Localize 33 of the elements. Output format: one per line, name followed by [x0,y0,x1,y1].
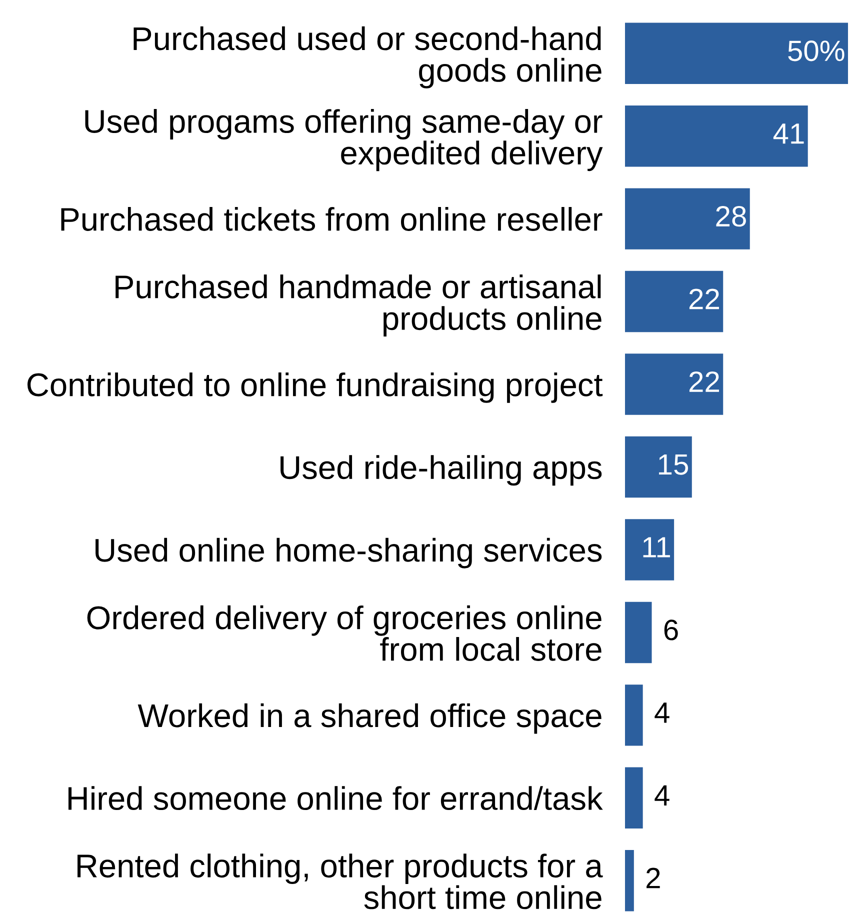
bar [625,105,808,167]
bar [625,519,674,580]
bar [625,767,643,829]
data-label: 22 [689,288,719,310]
data-label: 4 [654,702,670,723]
y-tick-label: Purchased tickets from online reseller [61,206,602,231]
y-tick-label: Hired someone online for errand/task [68,786,603,810]
data-label: 22 [689,371,719,392]
bar [625,602,652,664]
bar [625,850,634,912]
data-label: 4 [654,785,670,806]
y-tick-label: Purchased used or second-hand goods online [134,26,602,88]
bar [625,436,692,498]
y-tick-label: Purchased handmade or artisanal products online [116,274,602,337]
data-label: 11 [643,537,670,558]
y-tick-label: Worked in a shared office space [138,703,602,734]
y-tick-label: Contributed to online fundraising project [27,372,603,403]
y-tick-label: Rented clothing, other products for a short time online [78,854,603,910]
data-label: 41 [773,124,804,144]
data-label: 2 [646,868,660,888]
data-label: 28 [716,206,746,227]
y-tick-label: Used progams offering same-day or expedited delivery [85,109,603,172]
bar [625,22,848,84]
bar [625,354,724,415]
data-label: 50% [788,40,844,62]
bar [625,684,643,746]
y-tick-label: Ordered delivery of groceries online from local store [87,605,602,661]
bar [625,270,724,332]
y-tick-label: Used online home-sharing services [96,538,602,568]
bar [625,188,750,250]
data-label: 6 [664,620,678,640]
y-tick-label: Used ride-hailing apps [280,455,602,486]
data-label: 15 [659,454,688,475]
